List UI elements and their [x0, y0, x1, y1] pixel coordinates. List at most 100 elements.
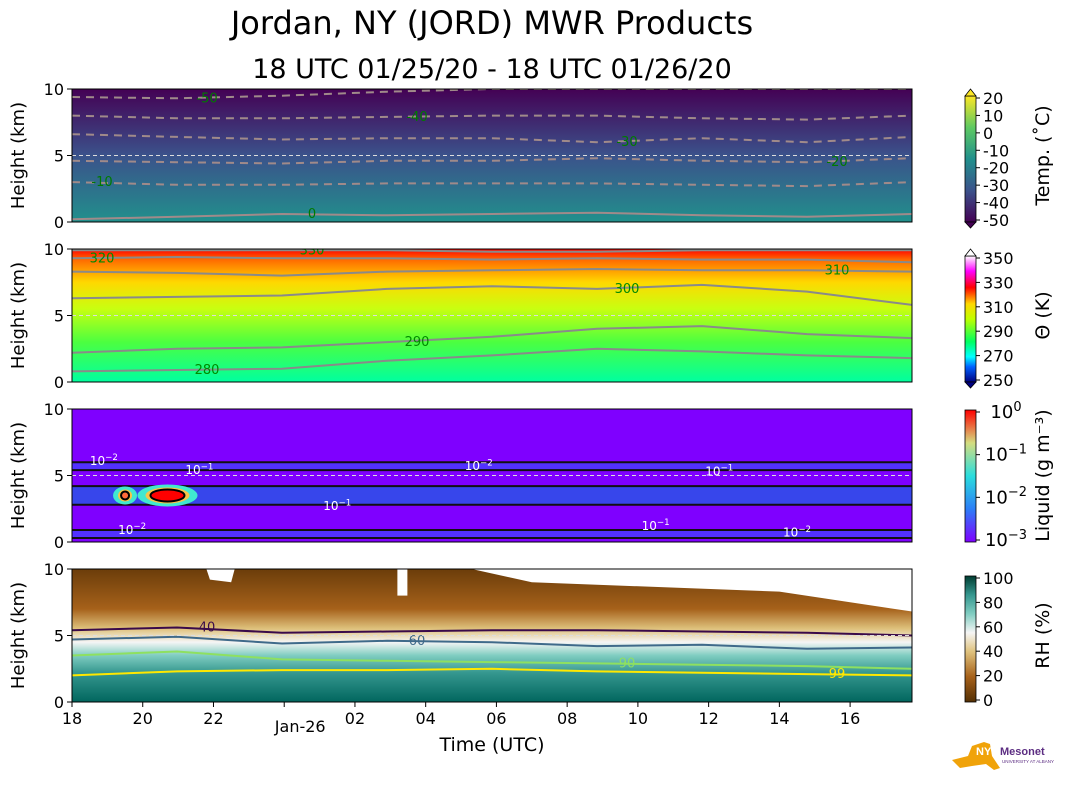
- x-tick-label: 08: [557, 709, 577, 728]
- colorbar-tick-label: 100: [990, 400, 1021, 423]
- y-tick-label: 5: [54, 627, 64, 646]
- colorbar-tick-label: 0: [983, 691, 993, 710]
- logo-subtext: UNIVERSITY AT ALBANY: [1002, 759, 1054, 764]
- colorbar-label: Liquid (g m⁻³): [1032, 409, 1054, 541]
- logo-text-nys: NYS: [976, 746, 999, 758]
- x-tick-label: 14: [769, 709, 789, 728]
- y-tick-label: 0: [54, 373, 64, 392]
- y-axis-label: Height (km): [8, 422, 29, 529]
- contour--20: [72, 157, 912, 165]
- contour-label-99: 99: [829, 667, 846, 682]
- colorbar-liquid-water: [964, 409, 977, 543]
- panel-liquid-water: 10−210−1 10−210−110−210−110−210−10510Heig…: [8, 400, 1054, 552]
- colorbar-tick-label: 100: [983, 569, 1014, 588]
- x-tick-label: 20: [133, 709, 153, 728]
- contour-label-310: 310: [825, 263, 850, 278]
- contour-280: [72, 347, 912, 373]
- logo-text-mesonet: Mesonet: [1000, 746, 1045, 758]
- panel-potential-temperature: 280 290 300 310 320 330 0 5 10 Height (km) 350 330 3…: [8, 240, 1054, 392]
- colorbar-label: RH (%): [1032, 602, 1054, 668]
- colorbar-tick-label: 330: [983, 273, 1014, 292]
- x-tick-label: 02: [345, 709, 365, 728]
- missing-data-region: [397, 569, 408, 596]
- contour-label-0: 0: [308, 207, 316, 222]
- y-axis-label: Height (km): [8, 102, 29, 209]
- y-tick-label: 10: [44, 560, 64, 579]
- contour--30: [72, 133, 912, 144]
- colorbar-tick-label: 250: [983, 371, 1014, 390]
- contour-90: [72, 650, 912, 670]
- contour-label-40: 40: [199, 621, 216, 636]
- colorbar-tick-label: 60: [983, 618, 1003, 637]
- colorbar-tick-label: 80: [983, 593, 1003, 612]
- colorbar-tick-label: -40: [983, 194, 1009, 213]
- contour-label-290: 290: [405, 335, 430, 350]
- y-tick-label: 0: [54, 533, 64, 552]
- x-tick-label: 12: [698, 709, 718, 728]
- y-tick-label: 10: [44, 80, 64, 99]
- colorbar-extend-arrow: [964, 221, 977, 229]
- colorbar-tick-label: -10: [983, 141, 1009, 160]
- contour-0: [72, 211, 912, 221]
- liquid-maximum: [149, 488, 186, 503]
- x-date-label: Jan-26: [274, 717, 326, 736]
- contour-label-320: 320: [90, 251, 115, 266]
- colorbar-tick-label: 10−2: [985, 485, 1027, 508]
- missing-data-region: [471, 569, 912, 612]
- colorbar-tick-label: -30: [983, 176, 1009, 195]
- contour-label--40: -40: [406, 110, 427, 125]
- contour-label--50: -50: [196, 91, 217, 106]
- colorbar-tick-label: 20: [983, 89, 1003, 108]
- contour-330: [72, 249, 912, 253]
- time-axis: 18 20 22 Jan-26 02 04 06 08 10 12 14 16 Time (UTC): [62, 702, 860, 756]
- contour-label-90: 90: [619, 656, 636, 671]
- cloud-layer: [72, 486, 912, 505]
- contour-label-330: 330: [300, 243, 325, 258]
- colorbar-extend-arrow: [964, 88, 977, 97]
- figure-title: Jordan, NY (JORD) MWR Products: [230, 4, 754, 42]
- y-tick-label: 5: [54, 307, 64, 326]
- colorbar-label: Θ (K): [1032, 291, 1054, 339]
- colorbar-potential-temperature: [964, 255, 977, 383]
- contour-60: [72, 635, 912, 650]
- contour-label-60: 60: [409, 634, 426, 649]
- x-tick-label: 18: [62, 709, 82, 728]
- contour-290: [72, 325, 912, 354]
- colorbar-tick-label: 270: [983, 347, 1014, 366]
- contour-40: [72, 626, 912, 637]
- colorbar-tick-label: 20: [983, 667, 1003, 686]
- contour-label-280: 280: [195, 363, 220, 378]
- contour-300: [72, 283, 912, 306]
- cloud-layer: [72, 462, 912, 471]
- colorbar-tick-label: 10−3: [985, 528, 1027, 551]
- contour--50: [72, 89, 912, 100]
- colorbar-extend-arrow: [964, 381, 977, 389]
- contour-label--10: -10: [91, 175, 112, 190]
- colorbar-tick-label: 350: [983, 249, 1014, 268]
- y-tick-label: 0: [54, 213, 64, 232]
- y-tick-label: 5: [54, 147, 64, 166]
- colorbar-tick-label: 0: [983, 124, 993, 143]
- missing-data-region: [206, 569, 235, 583]
- x-tick-label: 22: [203, 709, 223, 728]
- x-axis-label: Time (UTC): [438, 734, 544, 756]
- x-tick-label: 16: [840, 709, 860, 728]
- y-tick-label: 5: [54, 467, 64, 486]
- colorbar-tick-label: -20: [983, 159, 1009, 178]
- y-tick-label: 10: [44, 240, 64, 259]
- contour--10: [72, 181, 912, 188]
- colorbar-temperature: [964, 95, 977, 223]
- colorbar-relative-humidity: [964, 575, 977, 703]
- colorbar-tick-label: 10: [983, 106, 1003, 125]
- new-york-state-map-icon: [952, 742, 1000, 770]
- x-tick-label: 06: [486, 709, 506, 728]
- contour-label--30: -30: [616, 135, 637, 150]
- colorbar-tick-label: 290: [983, 322, 1014, 341]
- contour-99: [72, 667, 912, 677]
- colorbar-label: Temp. (˚C): [1032, 105, 1054, 206]
- y-tick-label: 0: [54, 693, 64, 712]
- y-axis-label: Height (km): [8, 582, 29, 689]
- colorbar-tick-label: 310: [983, 298, 1014, 317]
